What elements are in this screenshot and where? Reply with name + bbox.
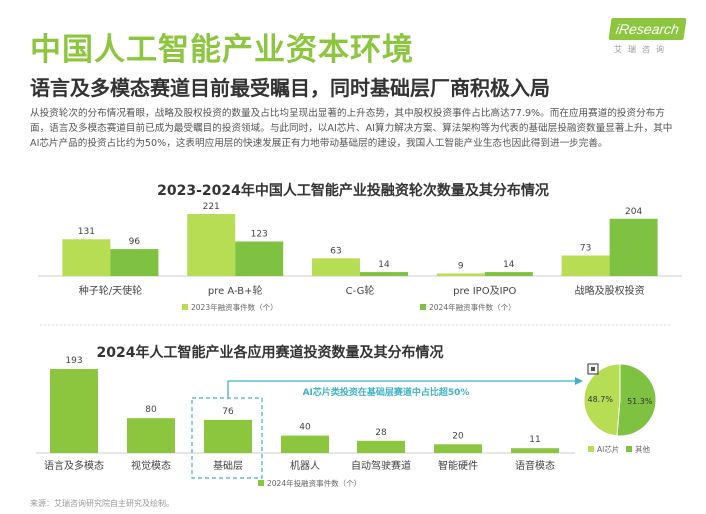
chart1-value-label: 9: [458, 261, 464, 271]
chart1-bar: [235, 241, 284, 276]
chart2-value-label: 40: [299, 423, 311, 433]
chart2-legend-label: 2024年投融资事件数（个）: [267, 478, 361, 488]
chart2-category-label: 语音模态: [515, 459, 555, 472]
chart1-legend-swatch: [420, 304, 426, 310]
page-title: 中国人工智能产业资本环境: [30, 32, 414, 68]
chart2-bar: [127, 418, 175, 453]
chart1-legend-swatch: [182, 304, 188, 310]
chart1-value-label: 221: [203, 202, 220, 212]
chart1-bar: [187, 214, 236, 276]
chart2-category-label: 智能硬件: [438, 459, 478, 472]
chart1-value-label: 96: [129, 237, 141, 247]
chart1-bar: [360, 272, 408, 276]
chart1-value-label: 14: [378, 260, 390, 270]
chart1-category-label: pre A-B+轮: [208, 284, 263, 297]
chart1-category-label: pre IPO及IPO: [453, 285, 516, 297]
iresearch-logo: iResearch 艾瑞咨询: [608, 18, 696, 58]
pie-slice: [616, 363, 657, 437]
chart1-bar: [436, 273, 485, 276]
pie-legend-swatch: [626, 446, 632, 452]
chart2-title: 2024年人工智能产业各应用赛道投资数量及其分布情况: [96, 345, 444, 361]
annotation-bracket: [227, 380, 575, 398]
pie-slice: [583, 363, 621, 437]
chart2-category-label: 语言及多模态: [44, 459, 104, 472]
chart1-value-label: 123: [251, 229, 268, 239]
highlight-box: [191, 397, 263, 479]
chart1-legend-label: 2024年融资事件数（个）: [429, 302, 516, 312]
chart2-bar: [357, 440, 405, 453]
chart2-bar: [204, 419, 252, 453]
chart1-category-label: 种子轮/天使轮: [79, 284, 142, 297]
chart2-bar: [511, 448, 559, 453]
annotation-arrowhead: [575, 377, 583, 385]
page-subtitle: 语言及多模态赛道目前最受瞩目，同时基础层厂商积极入局: [30, 76, 550, 100]
annotation-text: AI芯片类投资在基础层赛道中占比超50%: [303, 386, 470, 398]
pie-legend-label: AI芯片: [597, 444, 619, 454]
chart2-category-label: 基础层: [213, 459, 243, 472]
chart1-bar: [62, 239, 111, 276]
chart2-bar: [50, 369, 98, 453]
chart2-value-label: 193: [65, 356, 82, 366]
chart2-value-label: 20: [452, 431, 464, 441]
chart1-bar: [484, 272, 533, 276]
chart2-category-label: 自动驾驶赛道: [351, 459, 411, 472]
chart2-value-label: 11: [529, 435, 540, 445]
chart2-category-label: 视觉模态: [131, 459, 171, 472]
chart1-bar: [561, 255, 610, 276]
chart1-value-label: 14: [503, 260, 515, 270]
chip-icon: [587, 363, 599, 375]
summary-paragraph: 从投资轮次的分布情况看眼，战略及股权投资的数量及占比均呈现出显著的上升态势，其中…: [30, 108, 673, 149]
chart2-bar: [281, 435, 329, 453]
chart1-value-label: 204: [625, 207, 642, 217]
chart1-bar: [609, 218, 658, 276]
chart2-legend-swatch: [258, 480, 264, 486]
pie-legend-swatch: [588, 446, 594, 452]
chart1-value-label: 63: [330, 246, 341, 256]
chart1-bar: [312, 258, 360, 276]
pie-value-label: 51.3%: [627, 397, 653, 406]
chart2-value-label: 76: [222, 407, 234, 417]
chart2-bar: [434, 444, 482, 453]
pie-value-label: 48.7%: [588, 395, 614, 404]
chart1-value-label: 73: [580, 244, 591, 254]
chart1-value-label: 131: [78, 227, 95, 237]
chart1-bar: [110, 249, 159, 276]
chart1-category-label: 战略及股权投资: [575, 284, 645, 297]
chart2-value-label: 80: [145, 405, 157, 415]
chart1-legend-label: 2023年融资事件数（个）: [191, 302, 278, 312]
logo-subtext: 艾瑞咨询: [614, 45, 670, 54]
chip-icon-core: [591, 367, 595, 371]
chart1-category-label: C-G轮: [346, 284, 375, 297]
chart1-title: 2023-2024年中国人工智能产业投融资轮次数量及其分布情况: [157, 183, 549, 199]
chart2-category-label: 机器人: [290, 459, 320, 472]
source-note: 来源：艾瑞咨询研究院自主研究及绘制。: [30, 499, 174, 508]
pie-legend-label: 其他: [635, 444, 650, 454]
chart2-value-label: 28: [375, 428, 387, 438]
